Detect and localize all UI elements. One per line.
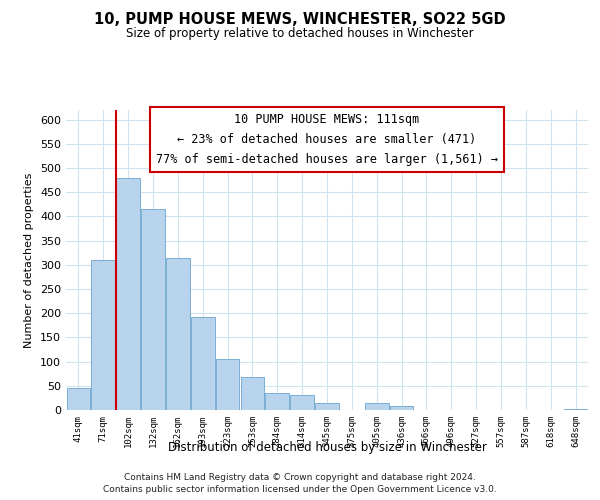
Y-axis label: Number of detached properties: Number of detached properties [25,172,34,348]
Bar [315,403,339,410]
Text: Contains HM Land Registry data © Crown copyright and database right 2024.: Contains HM Land Registry data © Crown c… [124,473,476,482]
Bar [564,409,587,410]
Bar [216,359,239,410]
Text: Size of property relative to detached houses in Winchester: Size of property relative to detached ho… [126,28,474,40]
Text: 10, PUMP HOUSE MEWS, WINCHESTER, SO22 5GD: 10, PUMP HOUSE MEWS, WINCHESTER, SO22 5G… [94,12,506,28]
Text: 10 PUMP HOUSE MEWS: 111sqm
← 23% of detached houses are smaller (471)
77% of sem: 10 PUMP HOUSE MEWS: 111sqm ← 23% of deta… [156,113,498,166]
Bar [290,396,314,410]
Bar [141,209,165,410]
Text: Contains public sector information licensed under the Open Government Licence v3: Contains public sector information licen… [103,484,497,494]
Bar [241,376,264,410]
Bar [166,258,190,410]
Bar [390,406,413,410]
Bar [67,388,90,410]
Bar [91,260,115,410]
Bar [116,178,140,410]
Bar [365,402,389,410]
Bar [191,317,215,410]
Bar [265,393,289,410]
Text: Distribution of detached houses by size in Winchester: Distribution of detached houses by size … [167,441,487,454]
